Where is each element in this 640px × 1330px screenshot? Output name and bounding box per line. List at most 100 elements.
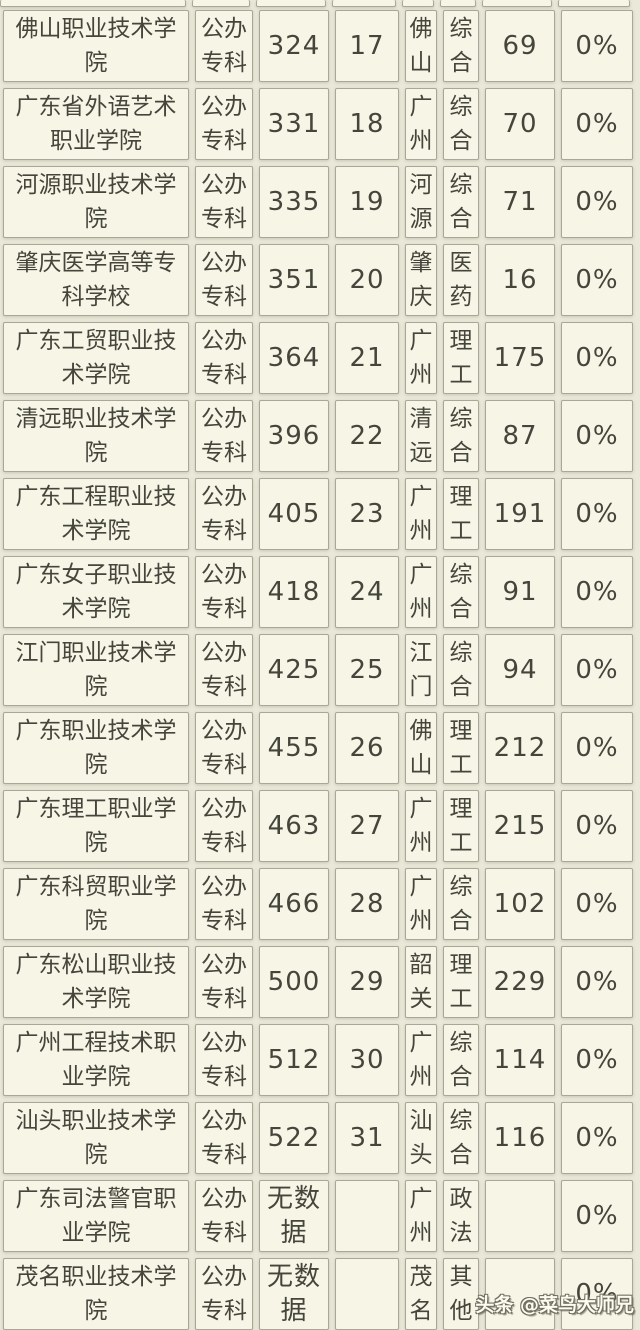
count-cell: 91 [485, 556, 555, 628]
table-row: 广东松山职业技术学院 公办专科 500 29 韶关 理工 229 0% [3, 946, 640, 1018]
rank-cell: 23 [335, 478, 399, 550]
score-cell: 324 [259, 10, 329, 82]
score-cell: 405 [259, 478, 329, 550]
school-type-cell: 公办专科 [195, 790, 253, 862]
school-type-cell [192, 0, 250, 7]
school-name-cell: 广东司法警官职业学院 [3, 1180, 189, 1252]
score-cell [256, 0, 326, 7]
percent-cell: 0% [561, 1258, 633, 1330]
count-cell: 116 [485, 1102, 555, 1174]
percent-cell: 0% [561, 556, 633, 628]
percent-cell: 0% [561, 1180, 633, 1252]
category-cell: 理工 [443, 790, 479, 862]
city-cell: 清远 [405, 400, 437, 472]
score-cell: 522 [259, 1102, 329, 1174]
table-row: 广东女子职业技术学院 公办专科 418 24 广州 综合 91 0% [3, 556, 640, 628]
table-row: 广东科贸职业学院 公办专科 466 28 广州 综合 102 0% [3, 868, 640, 940]
score-cell: 无数据 [259, 1258, 329, 1330]
count-cell: 175 [485, 322, 555, 394]
percent-cell: 0% [561, 400, 633, 472]
school-name-cell: 广州工程技术职业学院 [3, 1024, 189, 1096]
table-row: 江门职业技术学院 公办专科 425 25 江门 综合 94 0% [3, 634, 640, 706]
score-cell: 396 [259, 400, 329, 472]
rank-cell: 31 [335, 1102, 399, 1174]
count-cell: 87 [485, 400, 555, 472]
school-type-cell: 公办专科 [195, 88, 253, 160]
score-cell: 335 [259, 166, 329, 238]
table-row: 广州工程技术职业学院 公办专科 512 30 广州 综合 114 0% [3, 1024, 640, 1096]
school-name-cell: 广东松山职业技术学院 [3, 946, 189, 1018]
count-cell: 70 [485, 88, 555, 160]
rank-cell: 29 [335, 946, 399, 1018]
rank-cell: 26 [335, 712, 399, 784]
school-type-cell: 公办专科 [195, 634, 253, 706]
school-type-cell: 公办专科 [195, 1180, 253, 1252]
watermark-text: 头条 @菜鸟大师兄 [475, 1294, 634, 1316]
rank-cell: 30 [335, 1024, 399, 1096]
school-name-cell: 广东科贸职业学院 [3, 868, 189, 940]
percent-cell: 0% [561, 1024, 633, 1096]
percent-cell: 0% [561, 790, 633, 862]
school-name-cell: 广东工贸职业技术学院 [3, 322, 189, 394]
count-cell: 229 [485, 946, 555, 1018]
percent-cell: 0% [561, 634, 633, 706]
score-cell: 463 [259, 790, 329, 862]
partial-row-top [0, 0, 640, 7]
school-type-cell: 公办专科 [195, 712, 253, 784]
school-type-cell: 公办专科 [195, 1258, 253, 1330]
rank-cell: 17 [335, 10, 399, 82]
school-name-cell: 肇庆医学高等专科学校 [3, 244, 189, 316]
percent-cell: 0% [561, 88, 633, 160]
ranking-table: 佛山职业技术学院 公办专科 324 17 佛山 综合 69 0% 广东省外语艺术… [0, 10, 640, 1330]
school-name-cell: 广东省外语艺术职业学院 [3, 88, 189, 160]
city-cell: 茂名 [405, 1258, 437, 1330]
category-cell: 综合 [443, 166, 479, 238]
score-cell: 425 [259, 634, 329, 706]
rank-cell [332, 0, 396, 7]
school-type-cell: 公办专科 [195, 946, 253, 1018]
city-cell: 广州 [405, 868, 437, 940]
city-cell [402, 0, 434, 7]
school-type-cell: 公办专科 [195, 244, 253, 316]
table-row: 清远职业技术学院 公办专科 396 22 清远 综合 87 0% [3, 400, 640, 472]
city-cell: 广州 [405, 478, 437, 550]
table-row: 河源职业技术学院 公办专科 335 19 河源 综合 71 0% [3, 166, 640, 238]
city-cell: 广州 [405, 88, 437, 160]
category-cell [440, 0, 476, 7]
table-row: 汕头职业技术学院 公办专科 522 31 汕头 综合 116 0% [3, 1102, 640, 1174]
score-cell: 512 [259, 1024, 329, 1096]
school-type-cell: 公办专科 [195, 1102, 253, 1174]
percent-cell: 0% [561, 1102, 633, 1174]
city-cell: 江门 [405, 634, 437, 706]
score-cell: 364 [259, 322, 329, 394]
city-cell: 广州 [405, 556, 437, 628]
city-cell: 韶关 [405, 946, 437, 1018]
category-cell: 综合 [443, 556, 479, 628]
category-cell: 综合 [443, 88, 479, 160]
percent-cell: 0% [561, 712, 633, 784]
school-name-cell: 广东工程职业技术学院 [3, 478, 189, 550]
category-cell: 理工 [443, 712, 479, 784]
count-cell: 16 [485, 244, 555, 316]
rank-cell [335, 1258, 399, 1330]
count-cell: 114 [485, 1024, 555, 1096]
school-name-cell: 广东职业技术学院 [3, 712, 189, 784]
percent-cell: 0% [561, 244, 633, 316]
category-cell: 综合 [443, 1024, 479, 1096]
table-row: 茂名职业技术学院 公办专科 无数据 茂名 其他 0% [3, 1258, 640, 1330]
score-cell: 331 [259, 88, 329, 160]
rank-cell: 21 [335, 322, 399, 394]
category-cell: 政法 [443, 1180, 479, 1252]
count-cell: 71 [485, 166, 555, 238]
city-cell: 肇庆 [405, 244, 437, 316]
school-type-cell: 公办专科 [195, 322, 253, 394]
city-cell: 广州 [405, 322, 437, 394]
school-name-cell: 广东理工职业学院 [3, 790, 189, 862]
school-type-cell: 公办专科 [195, 1024, 253, 1096]
school-name-cell: 清远职业技术学院 [3, 400, 189, 472]
city-cell: 佛山 [405, 10, 437, 82]
percent-cell: 0% [561, 946, 633, 1018]
table-row: 肇庆医学高等专科学校 公办专科 351 20 肇庆 医药 16 0% [3, 244, 640, 316]
category-cell: 综合 [443, 1102, 479, 1174]
